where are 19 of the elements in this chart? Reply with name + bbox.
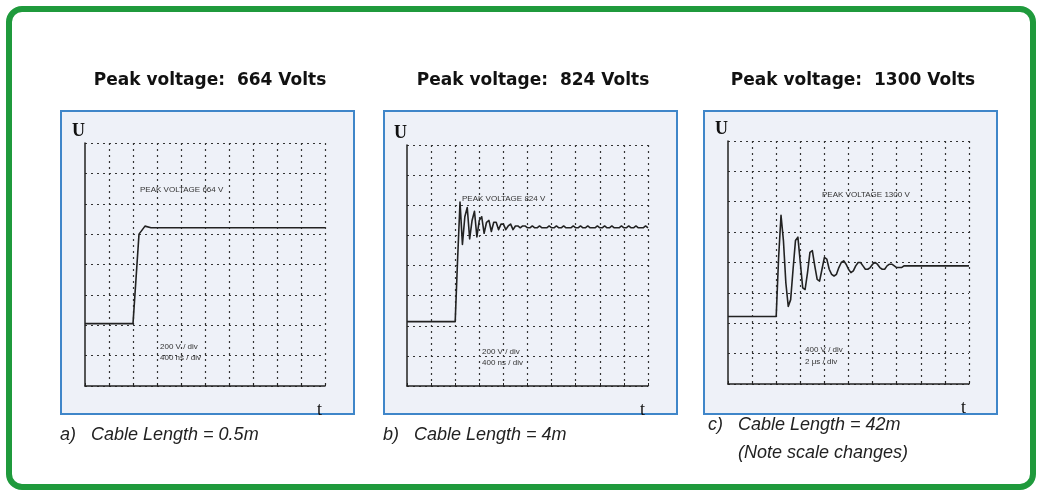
y-axis-title: U: [72, 120, 85, 140]
text: b) Cable Length = 4m: [383, 424, 567, 444]
x-axis-title: t: [961, 397, 967, 417]
annotation: 400 V / div: [805, 344, 843, 354]
x-axis-title: t: [317, 399, 323, 419]
y-axis-title: U: [394, 122, 407, 142]
y-axis-title: U: [715, 118, 728, 138]
chart-title: Peak voltage: 664 Volts: [93, 68, 327, 89]
chart-title: Peak voltage: 824 Volts: [416, 68, 650, 89]
text: c) Cable Length = 42m: [708, 414, 901, 434]
x-axis-title: t: [640, 399, 646, 419]
annotation: PEAK VOLTAGE 824 V: [462, 193, 546, 203]
chart-title: Peak voltage: 1300 Volts: [730, 68, 976, 89]
text: (Note scale changes): [738, 442, 909, 462]
text: a) Cable Length = 0.5m: [60, 424, 259, 444]
annotation: 200 V / div: [160, 341, 198, 351]
annotation: 200 V / div: [482, 346, 520, 356]
annotation: 2 μs / div: [805, 356, 838, 366]
text: PEAK VOLTAGE 664 V: [140, 184, 224, 194]
